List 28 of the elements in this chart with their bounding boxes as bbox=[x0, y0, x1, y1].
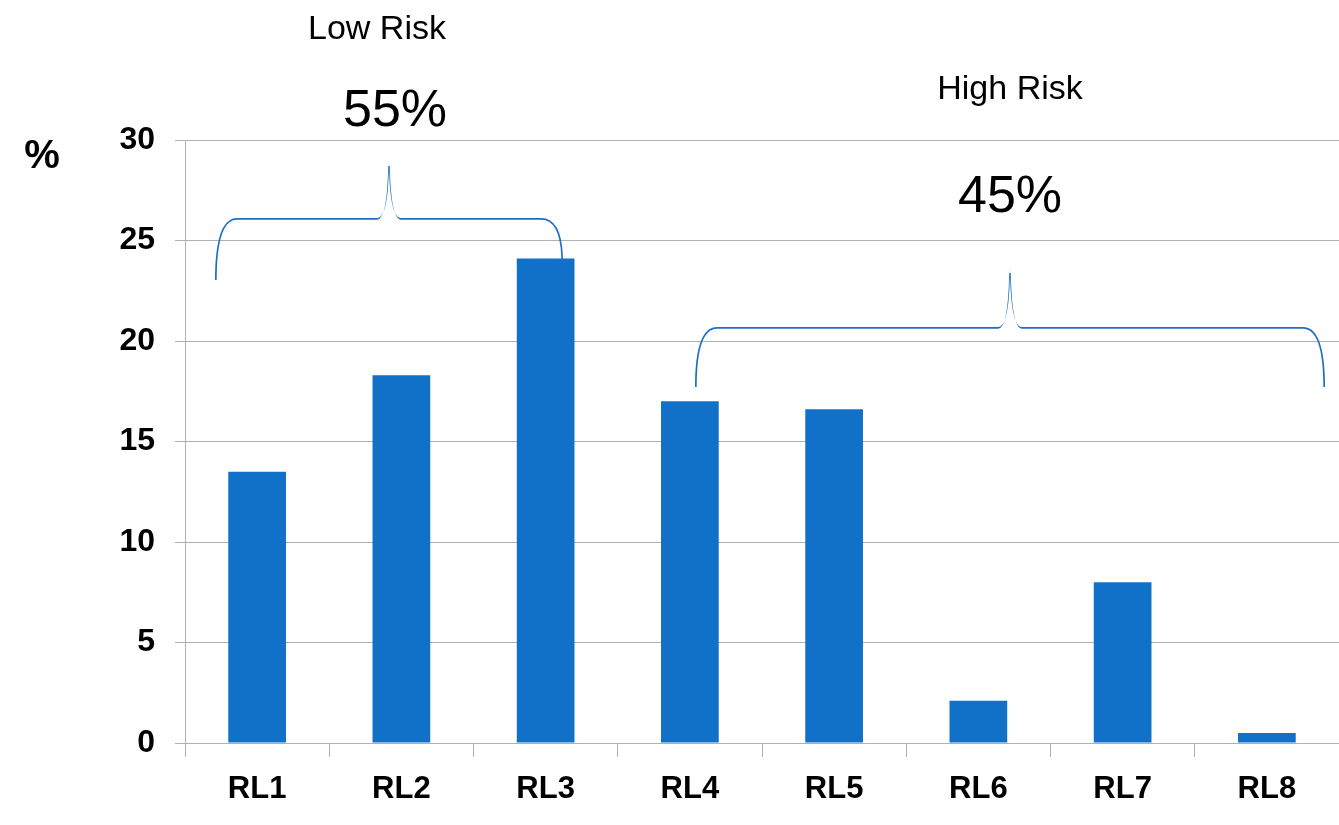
bar bbox=[805, 409, 863, 743]
bar bbox=[372, 375, 431, 743]
y-tick-label: 5 bbox=[137, 622, 155, 659]
text: Low Risk bbox=[308, 8, 447, 47]
x-tick-label: RL6 bbox=[949, 770, 1008, 806]
bar bbox=[1238, 732, 1296, 743]
bar bbox=[661, 401, 719, 743]
y-tick-label: 25 bbox=[119, 220, 155, 257]
text: 55% bbox=[342, 79, 448, 138]
x-tick-label: RL7 bbox=[1093, 770, 1152, 806]
bar bbox=[1093, 582, 1152, 743]
y-axis-title: % bbox=[24, 132, 60, 177]
annotation: 45% bbox=[957, 165, 1063, 224]
y-tick-label: 30 bbox=[119, 119, 155, 156]
y-tick-label: 15 bbox=[119, 421, 155, 458]
y-tick-label: 20 bbox=[119, 320, 155, 357]
text: High Risk bbox=[937, 68, 1084, 107]
bar bbox=[228, 471, 286, 743]
y-tick-label: 0 bbox=[137, 722, 155, 759]
y-tick-label: 10 bbox=[119, 521, 155, 558]
bar bbox=[516, 258, 575, 743]
x-tick-label: RL8 bbox=[1237, 770, 1297, 806]
x-tick-label: RL3 bbox=[516, 770, 575, 806]
x-tick-label: RL5 bbox=[804, 770, 864, 806]
x-tick-label: RL2 bbox=[372, 770, 431, 806]
bar bbox=[949, 700, 1008, 743]
x-tick-label: RL1 bbox=[227, 770, 287, 806]
x-tick-label: RL4 bbox=[660, 770, 720, 806]
